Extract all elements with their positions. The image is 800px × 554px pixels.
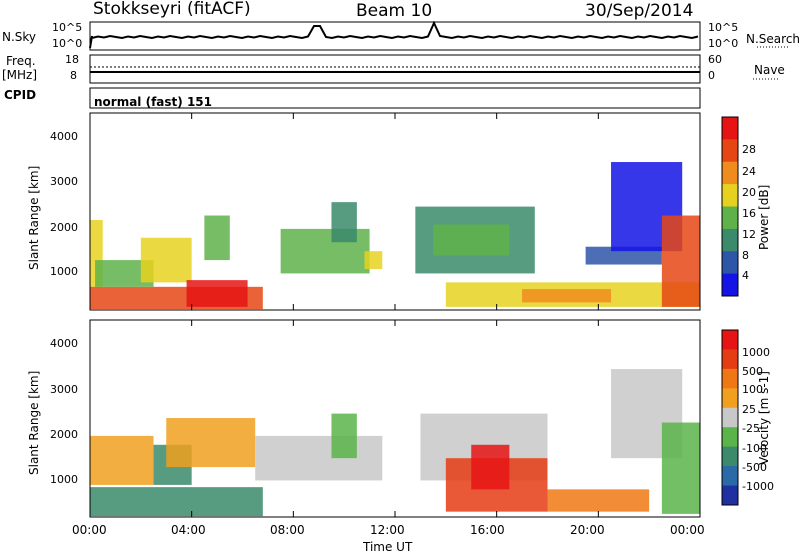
nsky-panel-frame [89, 21, 701, 51]
velocity-cb-swatch-5 [722, 427, 738, 448]
power-cb-swatch-6 [722, 251, 738, 275]
date-title: 30/Sep/2014 [585, 1, 694, 21]
power-cb-tick-4: 4 [742, 269, 749, 282]
nsky-line [89, 20, 699, 49]
power-cb-frame [721, 116, 739, 297]
nave-label: Nave [754, 63, 785, 77]
velocity-cb-swatch-3 [722, 388, 738, 409]
velocity-ytick-2000: 2000 [50, 428, 78, 441]
freq-label: Freq. [6, 54, 36, 68]
velocity-region-5 [331, 413, 357, 459]
velocity-cb-swatch-1 [722, 349, 738, 370]
vel-cb-tick-100: 100 [742, 383, 763, 396]
station-title: Stokkseyri (fitACF) [93, 0, 251, 19]
velocity-colorbar [721, 329, 739, 506]
velocity-region-9 [547, 489, 650, 512]
vel-cb-tick-m25: -25 [742, 422, 760, 435]
power-cb-swatch-2 [722, 161, 738, 185]
power-region-15 [661, 215, 700, 307]
freq-tick-lo: 8 [70, 69, 77, 82]
cpid-label: CPID [4, 88, 37, 102]
nsky-label: N.Sky [2, 30, 37, 44]
beam-title: Beam 10 [356, 1, 433, 21]
power-ytick-1000: 1000 [50, 265, 78, 278]
vel-cb-tick-500: 500 [742, 365, 763, 378]
velocity-ytick-1000: 1000 [50, 473, 78, 486]
vel-cb-tick-25: 25 [742, 403, 756, 416]
power-cb-tick-24: 24 [742, 165, 756, 178]
power-cb-swatch-1 [722, 139, 738, 163]
power-region-5 [204, 215, 230, 261]
x-axis-label: Time UT [363, 540, 413, 554]
nsky-tick-hi: 10^5 [52, 21, 83, 34]
nave-tick-hi: 60 [708, 53, 722, 66]
power-colorbar [721, 116, 739, 297]
power-region-10 [433, 224, 510, 256]
velocity-region-3 [166, 418, 256, 468]
velocity-cb-swatch-4 [722, 407, 738, 428]
velocity-cb-swatch-6 [722, 446, 738, 467]
xtick-2: 08:00 [270, 523, 305, 537]
velocity-cb-swatch-0 [722, 330, 738, 350]
power-cb-swatch-5 [722, 228, 738, 252]
cpid-text: normal (fast) 151 [94, 95, 212, 109]
power-cb-swatch-4 [722, 206, 738, 230]
power-ytick-3000: 3000 [50, 175, 78, 188]
power-cb-tick-20: 20 [742, 186, 756, 199]
freq-tick-hi: 18 [65, 53, 79, 66]
xtick-5: 20:00 [570, 523, 605, 537]
power-region-3 [140, 237, 192, 283]
power-region-4 [186, 280, 248, 307]
power-region-8 [364, 251, 383, 269]
velocity-ytick-3000: 3000 [50, 383, 78, 396]
power-cb-tick-16: 16 [742, 207, 756, 220]
power-cb-swatch-3 [722, 184, 738, 207]
velocity-cb-swatch-7 [722, 466, 738, 487]
power-cb-tick-8: 8 [742, 249, 749, 262]
nsky-tick-lo: 10^0 [52, 37, 83, 50]
xtick-6: 00:00 [670, 523, 705, 537]
power-ytick-2000: 2000 [50, 221, 78, 234]
xtick-3: 12:00 [370, 523, 405, 537]
nsearch-label: N.Search [746, 32, 800, 46]
power-cells [90, 162, 700, 310]
velocity-cb-swatch-2 [722, 368, 738, 389]
velocity-region-11 [661, 422, 700, 514]
xtick-1: 04:00 [171, 523, 206, 537]
cpid-panel-frame [89, 87, 701, 109]
velocity-cb-swatch-8 [722, 485, 738, 506]
vel-cb-tick-m1000: -1000 [742, 480, 774, 493]
power-region-12 [522, 289, 612, 303]
vel-cb-tick-1000: 1000 [742, 346, 770, 359]
velocity-cb-frame [721, 329, 739, 506]
power-cb-tick-12: 12 [742, 228, 756, 241]
velocity-region-8 [471, 444, 510, 490]
velocity-region-4 [255, 435, 383, 481]
velocity-region-0 [90, 487, 263, 517]
vel-cb-tick-m500: -500 [742, 461, 767, 474]
x-tick-marks [89, 113, 701, 517]
freq-panel-frame [89, 54, 701, 84]
velocity-region-1 [90, 435, 154, 485]
xtick-0: 00:00 [72, 523, 107, 537]
power-cb-swatch-7 [722, 273, 738, 297]
power-ytick-4000: 4000 [50, 130, 78, 143]
power-cb-tick-28: 28 [742, 143, 756, 156]
vel-cb-tick-m100: -100 [742, 442, 767, 455]
velocity-cells [90, 369, 700, 517]
xtick-4: 16:00 [470, 523, 505, 537]
ns-tick-hi: 10^5 [708, 21, 739, 34]
velocity-ytick-4000: 4000 [50, 337, 78, 350]
power-cb-swatch-0 [722, 117, 738, 140]
power-region-7 [331, 202, 357, 243]
mhz-label: [MHz] [2, 68, 38, 82]
nave-tick-lo: 0 [708, 69, 715, 82]
ns-tick-lo: 10^0 [708, 37, 739, 50]
